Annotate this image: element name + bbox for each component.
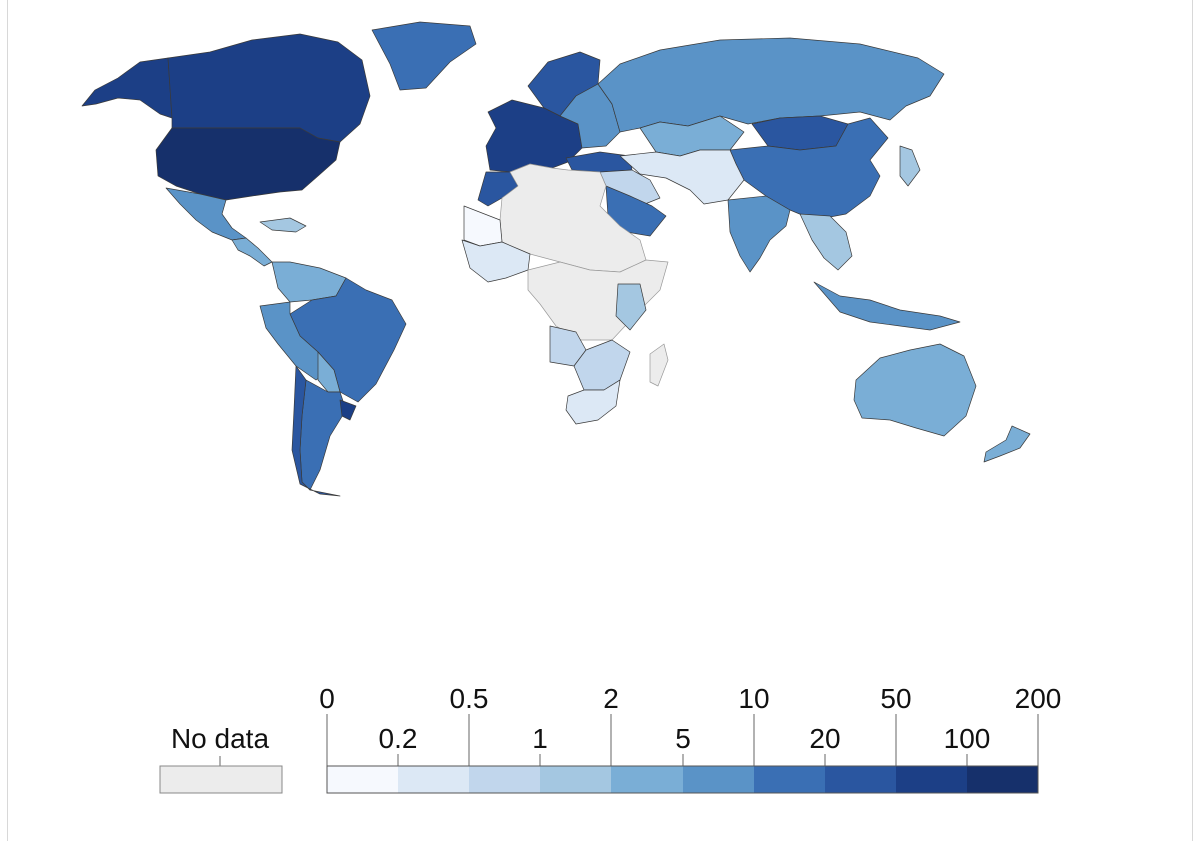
legend-tick-top-5: 200 [1015,683,1062,714]
legend-scale-border [326,765,1039,794]
legend-tick-bottom-0: 0.2 [379,723,418,754]
legend-tick-top-4: 50 [880,683,911,714]
legend-swatch-7 [825,766,896,793]
region-india[interactable] [727,195,791,273]
legend-swatch-5 [683,766,754,793]
region-usa[interactable] [155,127,341,201]
region-new-zealand[interactable] [983,425,1031,463]
legend-tick-bottom-2: 5 [675,723,691,754]
region-mongolia[interactable] [751,115,849,151]
region-east-africa[interactable] [615,283,647,331]
legend-tick-top-1: 0.5 [450,683,489,714]
frame-left-edge [0,0,8,841]
legend-tick-top-3: 10 [738,683,769,714]
world-choropleth-map [81,21,1031,497]
region-australia[interactable] [853,343,977,437]
region-argentina[interactable] [299,379,347,491]
region-central-asia[interactable] [619,149,745,205]
legend-swatch-9 [967,766,1038,793]
legend-swatch-1 [398,766,469,793]
legend-tick-bottom-1: 1 [532,723,548,754]
legend-swatch-8 [896,766,967,793]
legend-swatch-4 [611,766,683,793]
legend-tick-top-2: 2 [603,683,619,714]
legend-swatch-6 [754,766,825,793]
region-russia[interactable] [597,37,945,133]
region-western-europe[interactable] [485,99,583,173]
legend-tick-bottom-4: 100 [944,723,991,754]
legend-swatch-2 [469,766,540,793]
region-greenland[interactable] [371,21,477,91]
color-legend: No data 0 0.5 2 10 50 200 0.2 1 5 20 [159,683,1062,794]
region-central-africa[interactable] [527,259,669,341]
region-china[interactable] [729,117,889,221]
region-alaska[interactable] [81,57,173,119]
no-data-swatch [159,765,283,794]
region-southeast-asia[interactable] [799,213,853,271]
no-data-label: No data [171,723,269,754]
legend-tick-bottom-3: 20 [809,723,840,754]
region-sahel[interactable] [463,205,503,247]
region-indonesia[interactable] [813,281,961,331]
region-uruguay[interactable] [339,399,357,421]
region-canada[interactable] [167,33,371,143]
region-chile[interactable] [291,365,341,497]
frame-right-edge [1192,0,1200,841]
legend-swatch-0 [327,766,398,793]
legend-tick-top-0: 0 [319,683,335,714]
legend-swatches [327,766,1038,793]
region-turkey[interactable] [565,151,633,173]
region-caribbean[interactable] [259,217,307,233]
region-madagascar[interactable] [649,343,669,387]
legend-swatch-3 [540,766,611,793]
region-central-america[interactable] [231,237,273,267]
region-japan[interactable] [899,145,921,187]
region-south-africa[interactable] [565,379,621,425]
